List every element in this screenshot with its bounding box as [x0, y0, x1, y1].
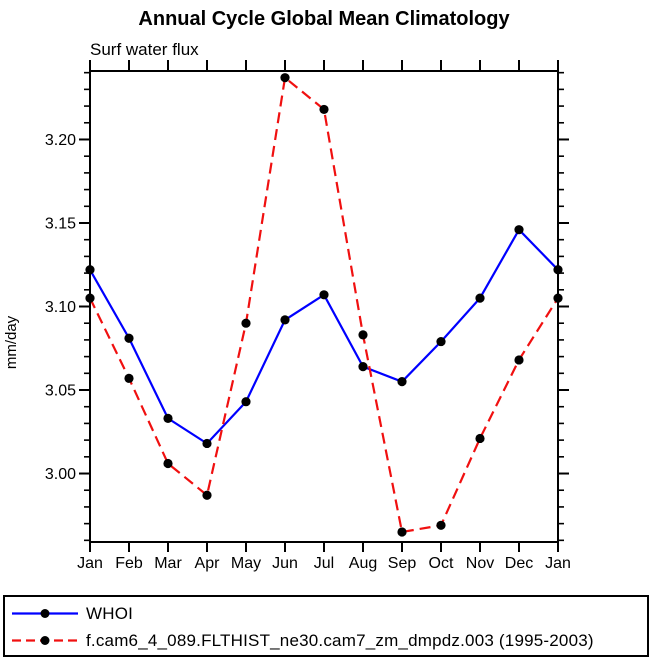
legend-sample-marker [40, 609, 50, 618]
series-marker-cam-run [514, 355, 524, 365]
series-marker-whoi [475, 293, 485, 303]
chart-subtitle: Surf water flux [90, 40, 199, 59]
legend-sample-marker [40, 636, 50, 645]
series-marker-whoi [397, 377, 407, 387]
legend-item-whoi: WHOI [10, 600, 647, 627]
y-tick-label: 3.10 [45, 299, 76, 316]
series-marker-cam-run [475, 433, 485, 444]
series-marker-whoi [163, 413, 173, 424]
series-line-cam-run [89, 75, 559, 534]
series-marker-cam-run [358, 330, 368, 340]
series-marker-whoi [202, 438, 212, 449]
legend-box: WHOI f.cam6_4_089.FLTHIST_ne30.cam7_zm_d… [3, 595, 649, 657]
x-tick-label: Apr [195, 555, 221, 572]
series-marker-whoi [514, 225, 524, 235]
y-tick-label: 3.00 [45, 466, 76, 483]
chart-title: Annual Cycle Global Mean Climatology [138, 8, 510, 30]
x-tick-label: Jun [272, 555, 298, 572]
series-marker-cam-run [124, 373, 134, 383]
series-marker-cam-run [319, 104, 329, 115]
x-tick-label: Oct [429, 555, 454, 572]
x-tick-label: Aug [349, 555, 377, 572]
series-marker-whoi [124, 333, 134, 343]
x-tick-label: Jul [314, 555, 334, 572]
series-marker-cam-run [280, 73, 290, 83]
series-marker-whoi [241, 397, 251, 407]
plot-frame [89, 70, 559, 543]
series-marker-cam-run [241, 318, 251, 328]
series-marker-cam-run [436, 520, 446, 530]
legend-label-cam-run: f.cam6_4_089.FLTHIST_ne30.cam7_zm_dmpdz.… [86, 630, 594, 650]
x-tick-label: Feb [115, 555, 143, 572]
series-marker-whoi [358, 362, 368, 372]
legend-item-cam-run: f.cam6_4_089.FLTHIST_ne30.cam7_zm_dmpdz.… [10, 627, 647, 654]
legend-label-whoi: WHOI [86, 603, 134, 623]
series-marker-cam-run [202, 490, 212, 500]
series-marker-whoi [85, 265, 95, 275]
legend-line-sample-cam-run [12, 636, 78, 645]
x-tick-label: Mar [154, 555, 182, 572]
y-tick-label: 3.20 [45, 132, 76, 149]
x-tick-label: May [231, 555, 261, 572]
x-tick-label: Nov [466, 555, 494, 572]
series-marker-cam-run [85, 293, 95, 303]
series-marker-whoi [553, 265, 563, 275]
x-tick-label: Sep [388, 555, 417, 572]
y-tick-label: 3.15 [45, 215, 76, 232]
y-axis-title: mm/day [3, 315, 20, 369]
series-marker-whoi [280, 315, 290, 325]
x-tick-label: Jan [77, 555, 103, 572]
x-tick-label: Jan [545, 555, 571, 572]
series-marker-cam-run [553, 293, 563, 303]
legend-line-sample-whoi [12, 609, 78, 618]
series-marker-cam-run [163, 458, 173, 469]
y-tick-label: 3.05 [45, 383, 76, 400]
series-marker-whoi [436, 336, 446, 347]
series-marker-whoi [319, 290, 329, 300]
series-line-whoi [89, 227, 559, 445]
x-tick-label: Dec [505, 555, 533, 572]
series-marker-cam-run [397, 527, 407, 537]
plot-svg: Annual Cycle Global Mean Climatology Surf… [3, 8, 571, 572]
